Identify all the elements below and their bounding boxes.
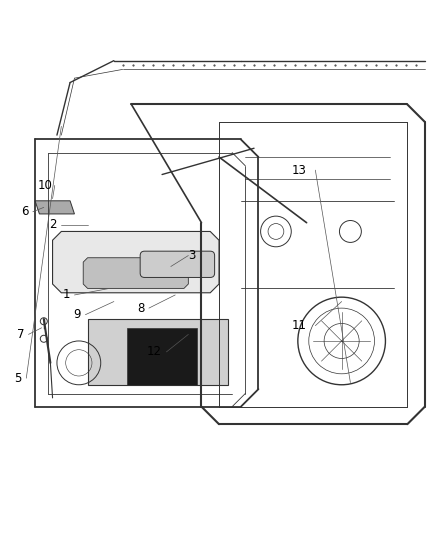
Text: 10: 10 (38, 179, 53, 192)
Text: 1: 1 (63, 288, 70, 302)
Text: 3: 3 (188, 249, 196, 262)
Text: 7: 7 (18, 343, 24, 352)
Text: 11: 11 (292, 319, 307, 332)
Text: 9: 9 (74, 308, 81, 321)
Polygon shape (53, 231, 219, 293)
Polygon shape (88, 319, 228, 385)
Polygon shape (127, 328, 197, 385)
Text: 6: 6 (21, 205, 28, 218)
FancyBboxPatch shape (140, 251, 215, 278)
Text: 13: 13 (292, 164, 307, 176)
Text: 7: 7 (17, 328, 24, 341)
Text: 5: 5 (14, 372, 22, 385)
Text: 2: 2 (49, 219, 57, 231)
Polygon shape (35, 201, 74, 214)
Text: 12: 12 (147, 345, 162, 358)
Text: 8: 8 (137, 302, 145, 314)
Polygon shape (83, 258, 188, 288)
